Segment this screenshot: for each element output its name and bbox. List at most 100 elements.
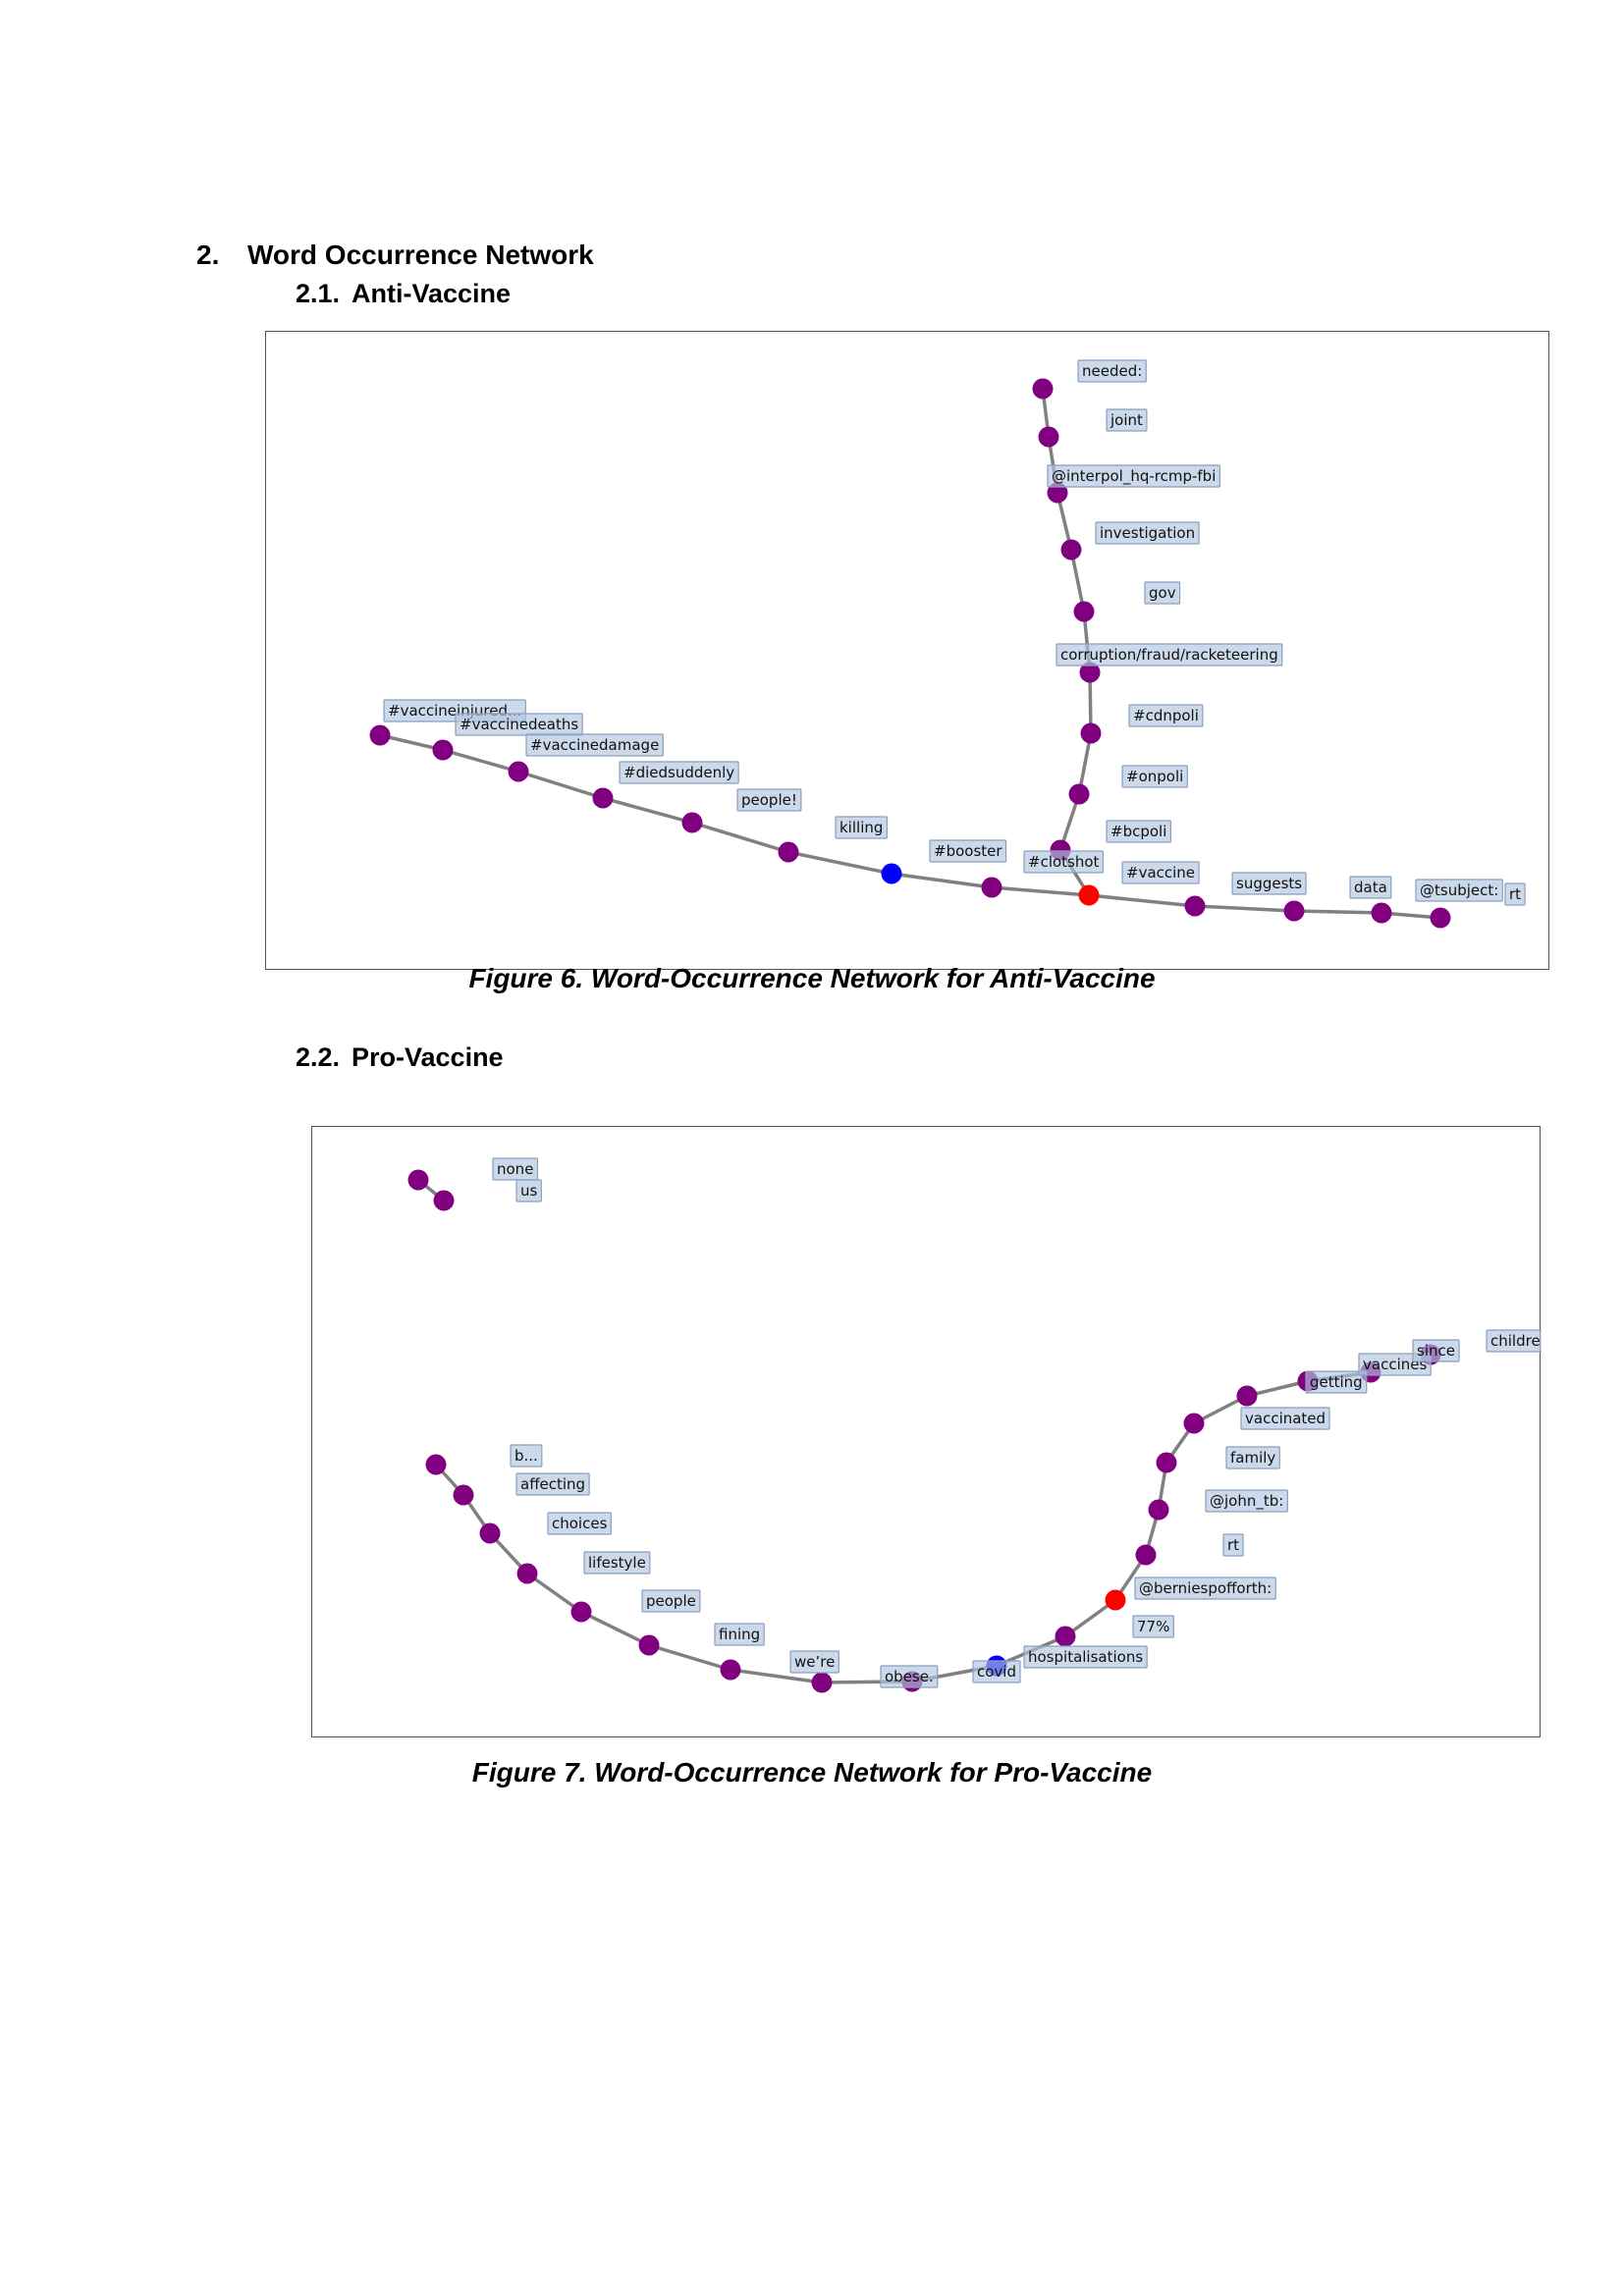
node-vaccinedeaths (432, 739, 454, 761)
label-box (1205, 1489, 1288, 1513)
node-label-joint: joint (1106, 408, 1148, 432)
label-box (1225, 1446, 1280, 1469)
node-label-clotshot: #clotshot (1023, 850, 1105, 874)
label-text: #cdnpoli (1133, 707, 1199, 724)
edge-77-berniespofforth (1063, 1598, 1117, 1638)
label-text: #booster (934, 842, 1002, 860)
edge-fining-we-re (648, 1643, 731, 1672)
label-text: #vaccinedeaths (460, 716, 578, 733)
edge-getting-vaccines (1246, 1379, 1309, 1398)
node-vaccinedamage (508, 761, 529, 782)
label-text: @interpol_hq-rcmp-fbi (1052, 467, 1216, 486)
node-label-vaccinedeaths: #vaccinedeaths (455, 713, 583, 736)
anti-vaccine-network-figure: #vaccineinjured... #vaccinedeaths #vaccine… (265, 331, 1549, 970)
nodes-layer (407, 1169, 1441, 1693)
edge-people-fining (580, 1610, 650, 1647)
node-label-diedsuddenly: #diedsuddenly (619, 761, 739, 784)
node-label-77: 77% (1132, 1615, 1174, 1638)
subsection-heading-anti-vaccine: 2.1. Anti-Vaccine (296, 279, 511, 309)
subsection-heading-pro-vaccine: 2.2. Pro-Vaccine (296, 1042, 504, 1073)
label-box (525, 733, 664, 757)
node-label-booster: #booster (929, 839, 1007, 863)
node-berniespofforth (1105, 1589, 1126, 1611)
edge-diedsuddenly-people (602, 796, 693, 825)
figure-6-caption: Figure 6. Word-Occurrence Network for An… (468, 963, 1156, 993)
label-text: @john_tb: (1210, 1492, 1283, 1511)
figure-7-caption: Figure 7. Word-Occurrence Network for Pr… (471, 1757, 1153, 1788)
label-text: joint (1110, 411, 1143, 429)
node-label-vaccinedamage: #vaccinedamage (525, 733, 664, 757)
node-data (1283, 900, 1305, 922)
label-box (492, 1157, 539, 1181)
node-killing (778, 841, 799, 863)
label-text: rt (1509, 885, 1521, 903)
edge-vaccinedeaths-vaccinedamage (442, 748, 519, 774)
label-box (1486, 1329, 1542, 1353)
node-label-bcpoli: #bcpoli (1106, 820, 1171, 843)
label-text: us (520, 1182, 538, 1200)
node-label-gov: gov (1144, 581, 1181, 605)
label-box (1047, 464, 1220, 488)
node-gov (1073, 601, 1095, 622)
node-rt (1430, 907, 1451, 929)
node-label-none: none (492, 1157, 539, 1181)
node-label-since: since (1412, 1339, 1460, 1362)
node-getting (1236, 1385, 1258, 1407)
label-text: lifestyle (588, 1554, 646, 1572)
edge-data-tsubject (1293, 909, 1382, 915)
node-onpoli (1068, 783, 1090, 805)
edge-people-killing (691, 821, 789, 854)
label-box (1144, 581, 1181, 605)
node-label-rt: rt (1504, 882, 1526, 906)
edge-vaccinedamage-diedsuddenly (517, 770, 604, 800)
label-text: suggests (1236, 875, 1302, 892)
node-john-tb (1148, 1499, 1169, 1521)
label-box (1023, 1645, 1148, 1669)
edge-lifestyle-people (525, 1572, 583, 1614)
label-box (1134, 1576, 1276, 1600)
edge-gov-investigation (1069, 549, 1086, 613)
node-label-people: people! (736, 788, 802, 812)
node-label-vaccine: #vaccine (1121, 861, 1200, 884)
node-choices (479, 1522, 501, 1544)
pro-vaccine-network-graph: none us b... affecting choices lifestyle peopl… (407, 1157, 1542, 1693)
label-box (929, 839, 1007, 863)
label-box (1412, 1339, 1460, 1362)
label-text: obese. (885, 1668, 934, 1685)
label-text: @berniespofforth: (1139, 1579, 1272, 1597)
label-box (547, 1512, 612, 1535)
label-box (1121, 765, 1188, 788)
node-label-choices: choices (547, 1512, 612, 1535)
node-joint (1038, 426, 1059, 448)
label-text: needed: (1082, 362, 1142, 380)
label-text: covid (977, 1663, 1016, 1681)
label-text: getting (1310, 1373, 1363, 1391)
node-label-onpoli: #onpoli (1121, 765, 1188, 788)
node-cdnpoli (1080, 722, 1102, 744)
label-box (515, 1179, 542, 1202)
node-none (407, 1169, 429, 1191)
node-label-needed: needed: (1077, 359, 1147, 383)
label-box (515, 1472, 590, 1496)
label-text: people! (741, 791, 797, 809)
node-label-vaccines: vaccines (1358, 1353, 1432, 1376)
node-vaccinated (1183, 1413, 1205, 1434)
label-text: data (1354, 879, 1387, 896)
node-b (425, 1454, 447, 1475)
node-label-cdnpoli: #cdnpoli (1128, 704, 1204, 727)
label-box (1504, 882, 1526, 906)
edges-layer (416, 1178, 1372, 1684)
label-text: @tsubject: (1420, 881, 1498, 899)
nodes-layer (369, 378, 1451, 929)
label-text: #bcpoli (1110, 823, 1166, 840)
label-text: choices (552, 1515, 608, 1532)
node-label-suggests: suggests (1231, 872, 1307, 895)
edge-suggests-data (1194, 904, 1295, 913)
node-fining (638, 1634, 660, 1656)
label-text: rt (1227, 1536, 1239, 1554)
label-text: we’re (794, 1653, 835, 1671)
subsection-title: Pro-Vaccine (352, 1042, 504, 1072)
label-box (641, 1589, 701, 1613)
label-box (1023, 850, 1105, 874)
node-vaccine (1078, 884, 1100, 906)
